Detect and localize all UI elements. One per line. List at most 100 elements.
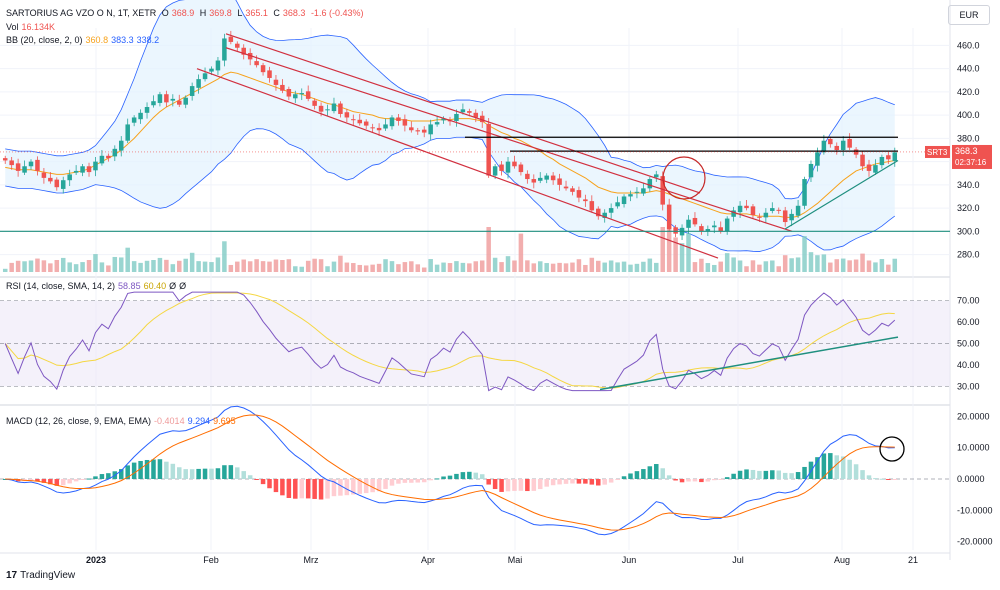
candle-body	[737, 205, 743, 213]
volume-bar	[486, 227, 491, 272]
vol-label[interactable]: Vol	[6, 22, 19, 32]
candle-body	[660, 176, 665, 205]
macd-label[interactable]: MACD (12, 26, close, 9, EMA, EMA)	[6, 416, 152, 426]
volume-bar	[512, 260, 517, 272]
volume-bar	[247, 261, 253, 272]
macd-histogram-bar	[654, 464, 659, 479]
macd-tick-label: 0.0000	[957, 474, 985, 484]
macd-histogram-bar	[608, 479, 614, 483]
y-tick-label: 300.0	[957, 226, 980, 236]
candle-body	[518, 164, 524, 173]
volume-bar	[479, 260, 485, 272]
rsi-null-2: Ø	[179, 281, 187, 291]
candle-body	[815, 152, 820, 166]
volume-bar	[222, 241, 227, 272]
volume-bar	[331, 261, 337, 272]
volume-bar	[454, 261, 459, 272]
macd-histogram-bar	[131, 462, 137, 479]
macd-histogram-bar	[93, 476, 98, 479]
candle-body	[299, 93, 304, 95]
macd-histogram-bar	[80, 479, 85, 480]
volume-bar	[654, 262, 659, 272]
macd-histogram-bar	[724, 477, 730, 479]
brand-name: TradingView	[20, 570, 76, 581]
volume-bar	[602, 262, 607, 272]
macd-histogram-bar	[177, 467, 182, 479]
macd-histogram-bar	[602, 479, 607, 485]
candle-body	[357, 119, 363, 124]
low-label: L	[237, 8, 243, 18]
y-tick-label: 340.0	[957, 180, 980, 190]
bb-basis-value: 360.8	[85, 35, 109, 45]
candle-body	[750, 206, 756, 216]
candle-body	[22, 166, 27, 173]
candle-body	[106, 155, 111, 159]
volume-bar	[641, 261, 646, 272]
candle-body	[563, 186, 569, 189]
macd-histogram-bar	[202, 468, 208, 479]
bb-upper-value: 383.3	[111, 35, 134, 45]
macd-histogram-bar	[228, 465, 234, 479]
macd-histogram-bar	[879, 478, 885, 480]
candle-body	[286, 89, 292, 97]
volume-bar	[118, 257, 124, 272]
volume-bar	[576, 259, 582, 272]
volume-bar	[776, 266, 782, 272]
macd-tick-label: -10.0000	[957, 505, 993, 515]
macd-histogram-bar	[305, 479, 311, 499]
volume-bar	[112, 256, 118, 272]
volume-bar	[808, 252, 814, 272]
bb-label[interactable]: BB (20, close, 2, 0)	[6, 35, 83, 45]
volume-bar	[80, 262, 85, 272]
candle-body	[2, 158, 8, 161]
candle-body	[202, 73, 208, 80]
x-tick-label: Jul	[732, 555, 744, 565]
candle-body	[370, 127, 375, 129]
volume-bar	[434, 264, 440, 272]
volume-bar	[518, 233, 524, 272]
macd-histogram-bar	[157, 459, 163, 479]
candle-body	[376, 127, 382, 131]
volume-bar	[305, 260, 311, 272]
macd-histogram-bar	[86, 478, 92, 480]
currency-button[interactable]: EUR	[948, 5, 990, 25]
macd-histogram-bar	[795, 472, 801, 479]
channel-middle-line	[225, 47, 793, 232]
macd-histogram-bar	[821, 453, 827, 479]
high-value: 369.8	[209, 8, 232, 18]
macd-histogram-bar	[383, 479, 388, 489]
macd-histogram-bar	[260, 479, 266, 485]
tradingview-logo[interactable]: 17 TradingView	[6, 570, 75, 581]
volume-bar	[615, 262, 620, 272]
volume-bar	[351, 263, 356, 272]
candle-body	[802, 179, 807, 206]
macd-histogram-bar	[834, 455, 840, 479]
macd-histogram-bar	[415, 479, 421, 483]
rsi-value: 58.85	[118, 281, 141, 291]
price-tag-countdown: 02:37:16	[955, 158, 987, 167]
symbol-name[interactable]: SARTORIUS AG VZO O N, 1T, XETR	[6, 8, 157, 18]
macd-histogram-bar	[389, 479, 395, 486]
macd-histogram-bar	[299, 479, 304, 499]
candle-body	[505, 161, 511, 173]
macd-histogram-bar	[376, 479, 382, 492]
macd-histogram-bar	[763, 470, 769, 479]
volume-bar	[209, 262, 214, 272]
channel-lower-line	[196, 68, 719, 259]
volume-bar	[712, 264, 717, 272]
candle-body	[821, 140, 827, 153]
candle-body	[473, 112, 479, 118]
macd-histogram-bar	[570, 479, 575, 484]
macd-histogram-bar	[235, 467, 240, 479]
candle-body	[654, 174, 659, 178]
macd-histogram-bar	[550, 479, 556, 486]
candle-body	[576, 190, 582, 198]
macd-histogram-bar	[267, 479, 272, 489]
volume-bar	[202, 261, 208, 272]
rsi-label[interactable]: RSI (14, close, SMA, 14, 2)	[6, 281, 116, 291]
macd-histogram-bar	[583, 479, 588, 484]
candle-body	[860, 154, 865, 167]
volume-bar	[260, 261, 266, 272]
